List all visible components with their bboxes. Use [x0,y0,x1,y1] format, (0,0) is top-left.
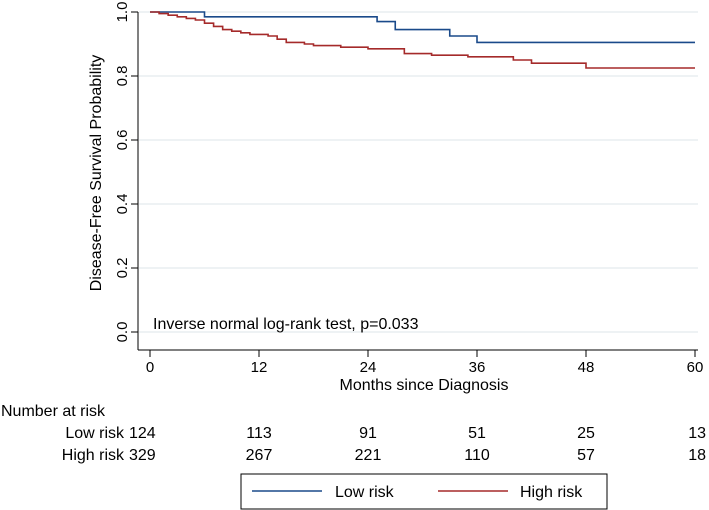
y-tick-label: 1.0 [114,2,131,23]
risk-count: 13 [688,425,706,442]
risk-count: 113 [246,425,272,442]
series-line-high-risk [150,11,695,69]
x-tick-label: 0 [146,359,154,376]
risk-table: Low risk 124 113 91 51 25 13 High risk 329 267 221… [62,425,706,464]
y-tick-label: 0.2 [114,258,131,279]
y-tick-label: 0.0 [114,322,131,343]
series-line-low-risk [150,11,695,44]
risk-count: 51 [468,425,486,442]
risk-count: 329 [129,447,156,464]
risk-count: 221 [355,447,382,464]
x-axis-label: Months since Diagnosis [340,377,509,394]
y-tick-label: 0.4 [114,194,131,215]
legend-label-low-risk: Low risk [335,484,395,501]
x-ticks: 0 12 24 36 48 60 [146,350,704,376]
legend-label-high-risk: High risk [520,484,583,501]
x-tick-label: 12 [251,359,268,376]
survival-curves [150,11,695,69]
y-ticks: 0.0 0.2 0.4 0.6 0.8 1.0 [114,2,138,343]
risk-count: 57 [577,447,595,464]
risk-count: 25 [577,425,595,442]
y-tick-label: 0.8 [114,66,131,87]
x-tick-label: 48 [578,359,595,376]
logrank-annotation: Inverse normal log-rank test, p=0.033 [153,316,419,333]
x-tick-label: 24 [360,359,377,376]
y-tick-label: 0.6 [114,130,131,151]
risk-count: 18 [688,447,706,464]
gridlines [139,11,698,333]
x-tick-label: 60 [687,359,704,376]
risk-row-label: High risk [62,447,125,464]
risk-count: 91 [359,425,377,442]
risk-table-title: Number at risk [1,403,106,420]
risk-count: 267 [246,447,273,464]
risk-count: 124 [129,425,156,442]
risk-count: 110 [464,447,490,464]
y-axis-label: Disease-Free Survival Probability [88,55,105,292]
risk-row-label: Low risk [65,425,125,442]
x-tick-label: 36 [469,359,486,376]
legend: Low risk High risk [240,473,608,510]
